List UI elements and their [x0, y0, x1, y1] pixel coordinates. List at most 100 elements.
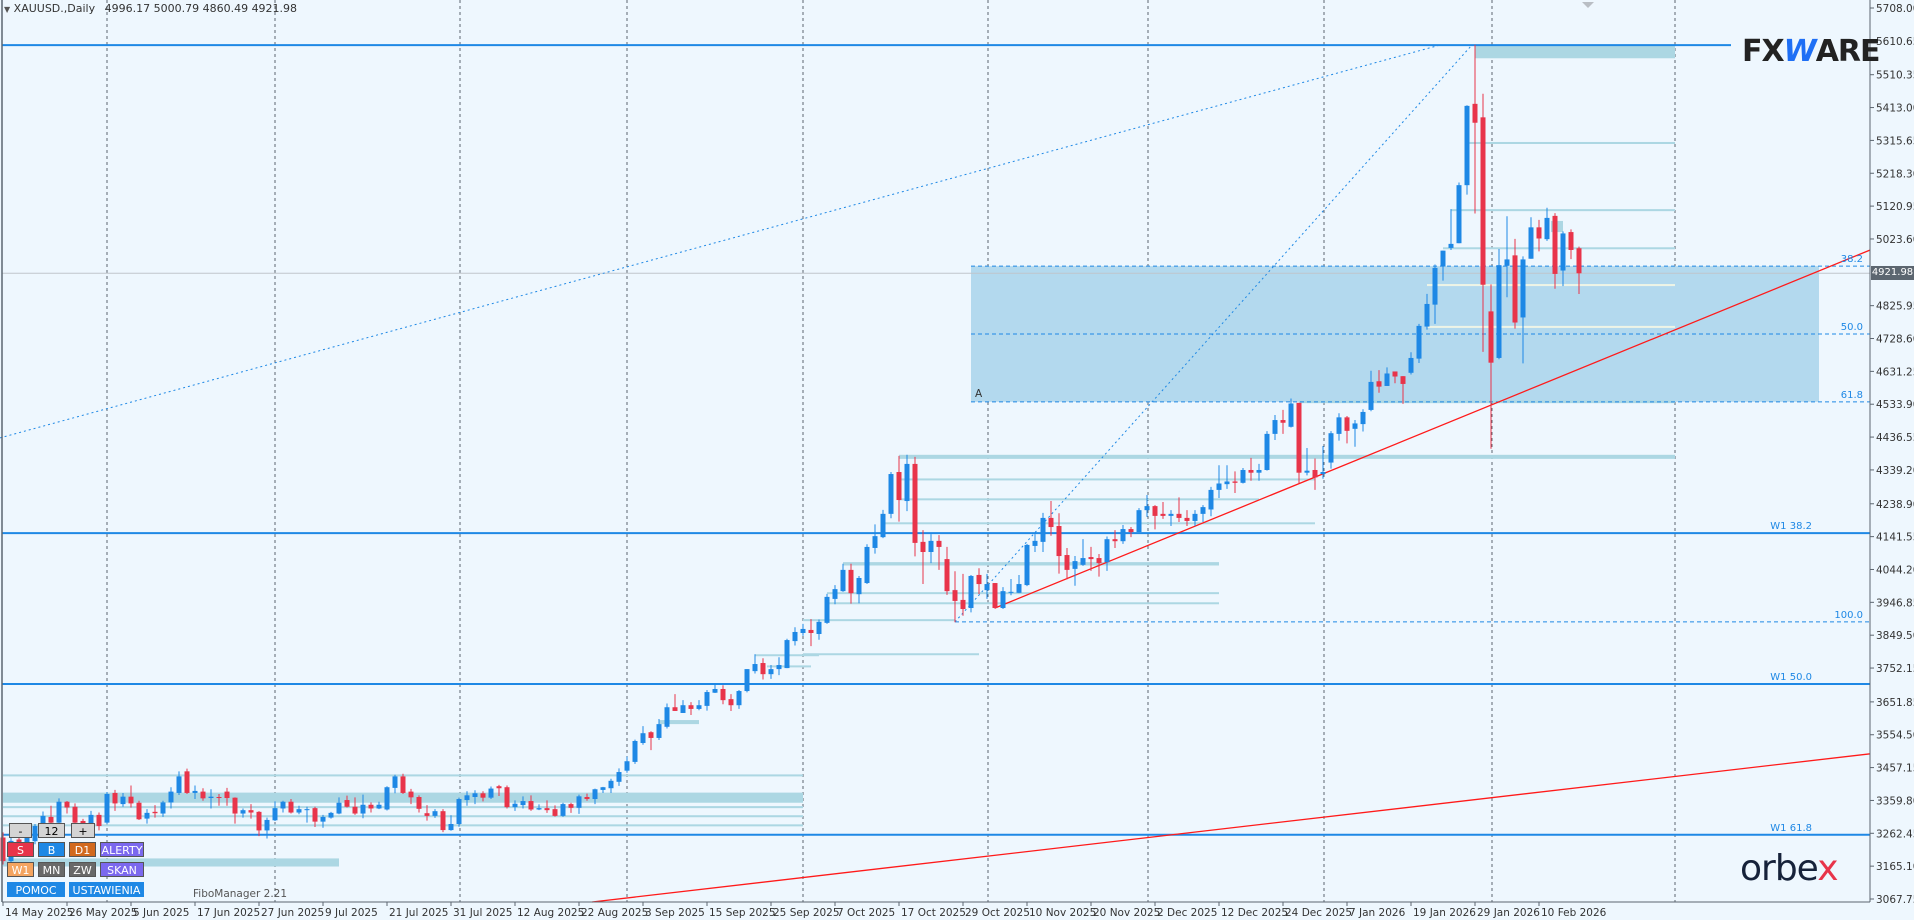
level-label-w1-61-8: W1 61.8 [1770, 823, 1812, 834]
price-tick-label: 5610.65 [1876, 36, 1914, 48]
price-tick-label: 3752.15 [1876, 663, 1914, 675]
bull-candle [1168, 513, 1174, 516]
bear-candle [248, 810, 254, 813]
bull-candle [712, 689, 718, 693]
bull-candle [1240, 469, 1246, 483]
bear-candle [896, 472, 902, 501]
bull-candle [816, 621, 822, 635]
bear-candle [992, 583, 998, 609]
bull-candle [24, 834, 30, 845]
bull-candle [1144, 506, 1150, 511]
time-tick-label: 24 Dec 2025 [1285, 907, 1352, 919]
price-tick-label: 4141.55 [1876, 532, 1914, 544]
settings-button[interactable]: USTAWIENIA [69, 882, 144, 897]
bear-candle [152, 811, 158, 814]
bull-candle [456, 799, 462, 824]
bear-candle [288, 801, 294, 813]
bear-candle [352, 806, 358, 814]
size-value-field[interactable]: 12 [38, 823, 65, 838]
bull-candle [120, 796, 126, 805]
price-tick-label: 5708.00 [1876, 3, 1914, 15]
bull-candle [1384, 373, 1390, 386]
bear-candle [72, 806, 78, 823]
bull-candle [1120, 529, 1126, 542]
bear-candle [80, 820, 86, 825]
bear-candle [1248, 469, 1254, 473]
sr-band [899, 498, 1259, 501]
bear-candle [1184, 517, 1190, 521]
sr-band [803, 619, 955, 622]
bull-candle [880, 513, 886, 538]
bear-candle [1512, 255, 1518, 323]
price-axis[interactable]: 5708.00 5610.65 5510.35 5413.00 5315.65 5218.… [1870, 3, 1914, 906]
sr-band [1299, 400, 1675, 404]
bull-candle [776, 665, 782, 670]
fibo-anchor-label: A [975, 388, 983, 400]
bull-candle [1224, 481, 1230, 485]
bull-candle [1456, 185, 1462, 244]
time-tick-label: 10 Nov 2025 [1029, 907, 1096, 919]
bear-candle [216, 797, 222, 799]
bear-candle [720, 689, 726, 701]
sr-band [3, 792, 803, 803]
price-tick-label: 4825.95 [1876, 301, 1914, 313]
bull-candle [1104, 539, 1110, 563]
price-tick-label: 3262.45 [1876, 828, 1914, 840]
bear-candle [1376, 381, 1382, 387]
price-tick-label: 4631.25 [1876, 366, 1914, 378]
bear-candle [424, 813, 430, 816]
bear-candle [1480, 117, 1486, 285]
bull-candle [1496, 265, 1502, 358]
bear-candle [344, 800, 350, 807]
bear-candle [64, 801, 70, 808]
time-tick-label: 14 May 2025 [5, 907, 73, 919]
price-tick-label: 3946.85 [1876, 597, 1914, 609]
bull-candle [1136, 510, 1142, 533]
timeframe-mn-button[interactable]: MN [38, 862, 65, 877]
zw-button[interactable]: ZW [69, 862, 96, 877]
bear-candle [1344, 417, 1350, 431]
increase-size-button[interactable]: + [71, 823, 95, 838]
bear-candle [1128, 529, 1134, 533]
bear-candle [1280, 420, 1286, 423]
bull-candle [360, 804, 366, 814]
bull-candle [984, 584, 990, 591]
bull-candle [1560, 233, 1566, 271]
sr-band [659, 720, 699, 725]
bull-candle [1360, 411, 1366, 425]
chart-shift-marker-icon[interactable] [1582, 2, 1594, 8]
time-tick-label: 25 Sep 2025 [773, 907, 840, 919]
bear-candle [496, 786, 502, 789]
bull-candle [704, 692, 710, 706]
timeframe-w1-button[interactable]: W1 [7, 862, 34, 877]
triangle-down-icon[interactable]: ▼ [4, 5, 11, 14]
bear-candle [688, 705, 694, 709]
bull-candle [464, 795, 470, 801]
time-tick-label: 2 Dec 2025 [1157, 907, 1217, 919]
time-tick-label: 26 May 2025 [69, 907, 137, 919]
scan-button[interactable]: SKAN [100, 862, 144, 877]
bull-candle [384, 787, 390, 810]
bull-candle [904, 463, 910, 502]
bull-candle [696, 705, 702, 709]
decrease-size-button[interactable]: - [9, 823, 32, 838]
bear-candle [1536, 227, 1542, 239]
bear-candle [1048, 517, 1054, 528]
level-label-w1-50-0: W1 50.0 [1770, 672, 1812, 683]
bear-candle [1472, 103, 1478, 123]
horizontal-levels [2, 44, 1870, 836]
timeframe-d1-button[interactable]: D1 [69, 842, 96, 857]
time-tick-label: 19 Jan 2026 [1413, 907, 1476, 919]
help-button[interactable]: POMOC [7, 882, 65, 897]
sr-band [1427, 325, 1675, 328]
sell-button[interactable]: S [7, 842, 34, 857]
bull-candle [1016, 584, 1022, 593]
alerts-button[interactable]: ALERTY [100, 842, 144, 857]
bull-candle [304, 809, 310, 811]
price-tick-label: 3359.80 [1876, 795, 1914, 807]
buy-button[interactable]: B [38, 842, 65, 857]
bear-candle [848, 569, 854, 594]
bull-candle [1408, 357, 1414, 373]
